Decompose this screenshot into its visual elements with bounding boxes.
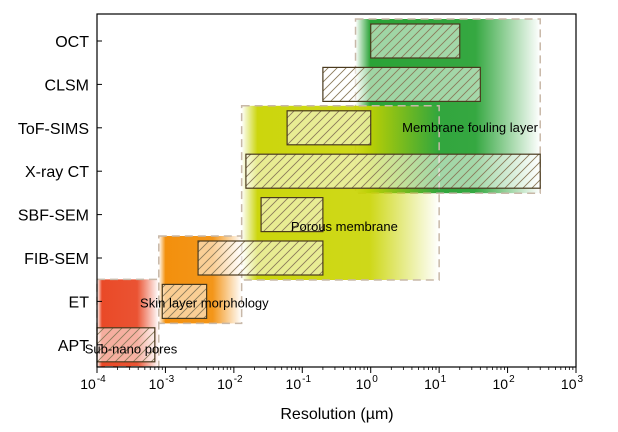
y-tick-label: X-ray CT <box>25 164 89 181</box>
range-bar <box>370 23 461 59</box>
x-tick-label: 10-2 <box>217 374 243 392</box>
plot-frame <box>96 13 577 368</box>
y-tick-label: APT <box>58 338 89 355</box>
range-bar <box>197 240 324 276</box>
region-outline <box>240 105 440 281</box>
region-label: Porous membrane <box>291 219 398 234</box>
y-tick-label: OCT <box>55 34 89 51</box>
range-bar <box>322 66 481 103</box>
range-bar <box>286 110 372 146</box>
region-label: Membrane fouling layer <box>402 120 539 135</box>
x-tick-label: 10-4 <box>80 374 106 392</box>
y-tick-label: CLSM <box>45 77 89 94</box>
range-bars <box>96 23 541 363</box>
x-tick-label: 100 <box>356 374 379 392</box>
axes: OCT CLSM ToF-SIMS X-ray CT SBF-SEM FIB-SEM ET A… <box>18 13 584 392</box>
y-tick-label: ET <box>69 294 90 311</box>
range-bar <box>245 153 541 189</box>
x-tick-label: 103 <box>561 374 584 392</box>
y-tick-label: ToF-SIMS <box>18 121 89 138</box>
range-bar <box>161 283 208 319</box>
x-tick-label: 102 <box>493 374 516 392</box>
x-tick-label: 10-1 <box>286 374 312 392</box>
range-bar <box>96 327 156 363</box>
y-tick-label: SBF-SEM <box>18 208 89 225</box>
range-bar <box>260 197 324 233</box>
x-tick-label: 10-3 <box>149 374 175 392</box>
y-tick-label: FIB-SEM <box>24 251 89 268</box>
region-labels: Membrane fouling layer Porous membrane Ski… <box>85 120 539 356</box>
x-tick-label: 101 <box>424 374 447 392</box>
region-label: Skin layer morphology <box>140 296 269 311</box>
region-label: Sub-nano pores <box>85 342 178 357</box>
region-outline <box>158 235 243 325</box>
x-axis-title: Resolution (µm) <box>280 406 393 423</box>
